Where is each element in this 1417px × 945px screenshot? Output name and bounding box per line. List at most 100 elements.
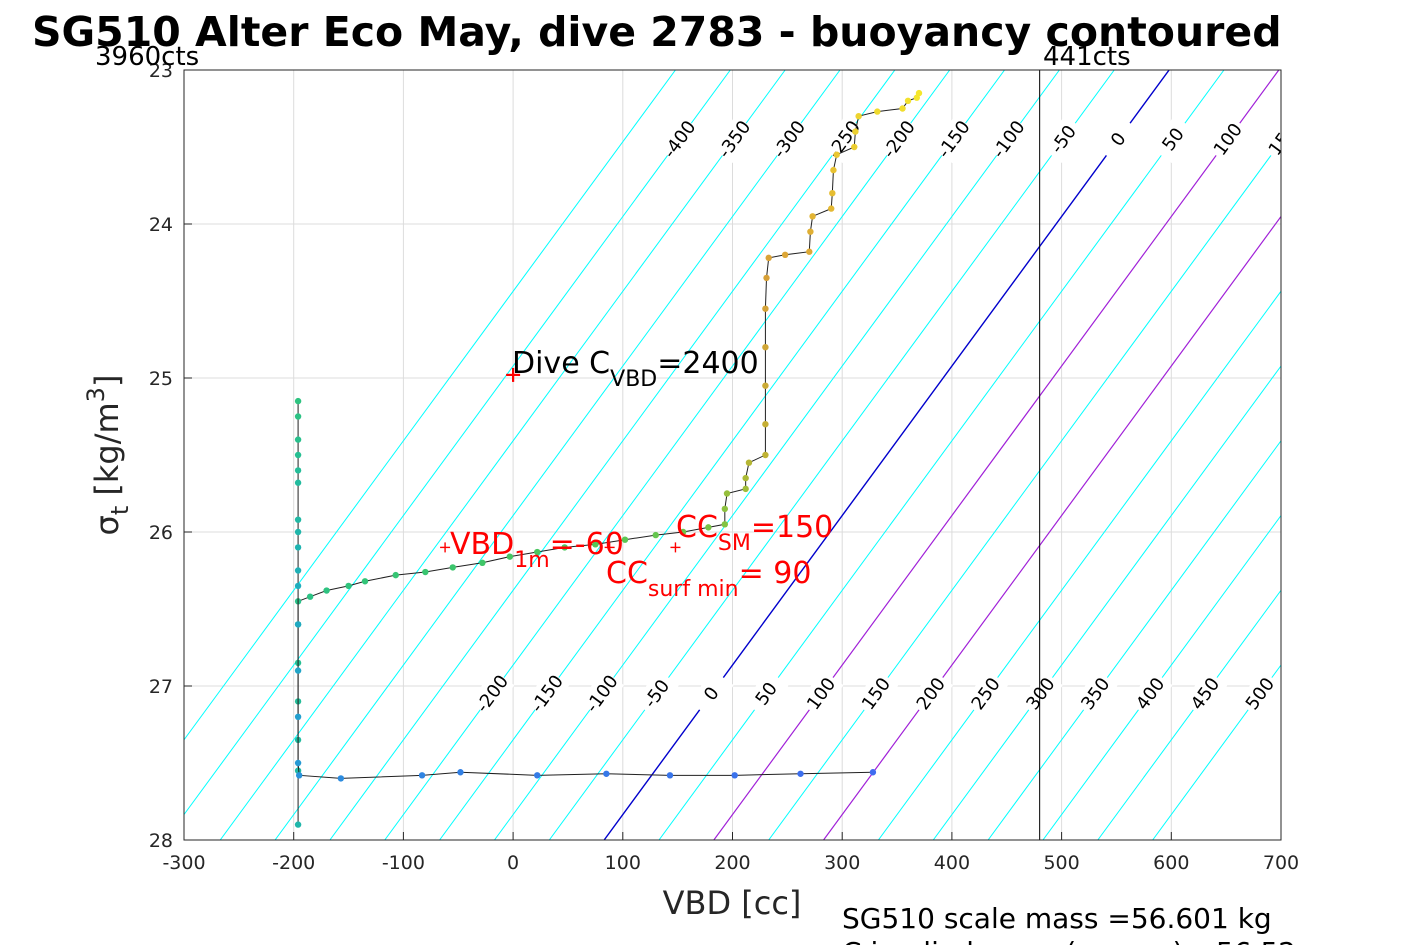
data-point — [913, 94, 920, 101]
y-axis-label-sigma: σ — [88, 515, 126, 535]
contour-label-gap — [1041, 115, 1086, 164]
contour-label-gap — [1073, 669, 1118, 718]
reference-markers — [440, 367, 681, 553]
data-point — [323, 587, 330, 594]
data-point — [392, 571, 399, 579]
contour-line — [274, 70, 841, 840]
series-line — [297, 92, 920, 825]
y-tick-label: 24 — [149, 214, 173, 236]
y-tick-label: 26 — [149, 522, 173, 544]
contour-line — [219, 70, 786, 840]
contour-label-gap — [1205, 115, 1251, 164]
chart-title: SG510 Alter Eco May, dive 2783 - buoyanc… — [32, 8, 1282, 56]
data-point — [830, 166, 837, 174]
x-axis-label: VBD [cc] — [663, 884, 802, 922]
data-point — [781, 251, 789, 258]
data-point — [762, 305, 769, 312]
data-point — [422, 568, 429, 576]
contour-label-gap — [711, 115, 757, 164]
annotation-cc-sm: CCSM=150 — [676, 510, 833, 556]
contour-label-gap — [1260, 115, 1281, 164]
contour-label-gap — [963, 669, 1009, 718]
contour-line — [987, 439, 1281, 840]
contour-label-gap — [1315, 115, 1360, 163]
data-point — [652, 531, 659, 539]
data-point — [294, 479, 302, 486]
y-tick-label: 28 — [149, 830, 173, 852]
x-tick-label: 400 — [934, 852, 970, 874]
contour-label-gap — [634, 669, 679, 718]
data-point — [306, 593, 314, 600]
x-tick-label: -200 — [272, 852, 315, 874]
contour-line — [329, 70, 896, 840]
data-point — [721, 521, 729, 528]
implied-mass-note-rest: implied mass (approx) =56.52 — [862, 936, 1297, 945]
contour-line — [1042, 514, 1281, 840]
data-point — [506, 553, 514, 560]
y-tick-label: 25 — [149, 368, 173, 390]
annotation-cc-surf-min-main: CC — [606, 556, 648, 591]
x-tick-label: -300 — [162, 852, 205, 874]
scale-mass-note: SG510 scale mass =56.601 kg — [842, 902, 1272, 935]
data-point — [294, 451, 302, 459]
contour-line — [658, 70, 1225, 840]
y-axis-label: σt [kg/m3] — [82, 375, 134, 536]
data-point — [797, 770, 804, 777]
annotation-cc-sm-value: =150 — [751, 510, 833, 545]
data-point — [806, 248, 813, 255]
annotation-cc-surf-min: CCsurf min= 90 — [606, 556, 811, 602]
data-point — [705, 524, 712, 531]
annotation-vbd-1m: VBD1m=-60 — [450, 527, 624, 573]
x-tick-label: 0 — [507, 852, 519, 874]
contour-label-gap — [689, 669, 734, 718]
data-point — [762, 421, 769, 428]
data-point — [294, 821, 302, 828]
y-axis-label-unit: [kg/m — [88, 402, 126, 505]
x-tick-label: 200 — [714, 852, 750, 874]
data-point — [742, 485, 749, 493]
x-axis-ticks: -300 -200 -100 0 100 200 300 400 500 600 700 — [162, 832, 1299, 874]
contour-line — [184, 70, 731, 816]
data-point — [294, 567, 302, 574]
data-point — [621, 536, 629, 543]
data-point — [295, 772, 303, 779]
contour-labels: -400 -350 -300 -250 -200 -150 -100 -50 0 50 100 150… — [469, 115, 1360, 718]
contour-label-gap — [1182, 669, 1228, 718]
x-tick-label: 300 — [824, 852, 860, 874]
data-point — [742, 474, 749, 482]
data-point — [829, 190, 836, 197]
data-point — [731, 772, 738, 779]
annotation-cc-sm-sub: SM — [718, 531, 751, 556]
data-point — [361, 578, 369, 585]
data-point — [679, 528, 687, 536]
data-point — [603, 770, 610, 777]
data-point — [762, 451, 769, 459]
x-tick-label: 100 — [605, 852, 641, 874]
data-point — [904, 97, 912, 105]
annotation-dive-c-sub: VBD — [610, 367, 657, 392]
data-point — [294, 516, 302, 523]
data-point — [763, 274, 770, 282]
x-tick-label: 500 — [1043, 852, 1079, 874]
data-point — [294, 713, 302, 720]
y-axis-ticks: 23 24 25 26 27 28 — [149, 60, 192, 852]
y-axis-label-close: ] — [88, 375, 126, 387]
data-point — [666, 772, 674, 779]
data-point — [869, 769, 877, 776]
data-point — [851, 143, 858, 151]
annotation-dive-c-vbd: Dive CVBD=2400 — [512, 346, 759, 392]
data-point — [294, 759, 302, 767]
data-point — [762, 382, 769, 389]
contour-label-gap — [657, 115, 702, 164]
data-point — [294, 582, 302, 590]
y-axis-label-sup: 3 — [82, 387, 110, 402]
data-point — [721, 505, 729, 513]
data-point — [534, 548, 541, 556]
data-point — [345, 582, 352, 590]
data-point — [337, 775, 345, 782]
contour-label-gap — [821, 115, 867, 164]
data-point — [294, 667, 302, 674]
data-point — [765, 254, 772, 262]
data-series — [294, 89, 923, 828]
annotation-vbd-1m-main: VBD — [450, 527, 514, 562]
